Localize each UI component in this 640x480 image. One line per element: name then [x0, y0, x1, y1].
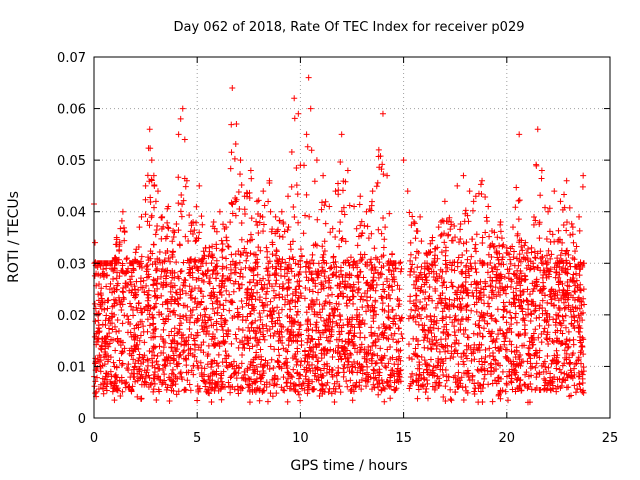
y-tick-label: 0.02 — [57, 309, 86, 324]
y-tick-label: 0 — [78, 412, 86, 427]
y-tick-label: 0.04 — [57, 206, 86, 221]
chart-title: Day 062 of 2018, Rate Of TEC Index for r… — [174, 20, 525, 35]
x-tick-label: 15 — [395, 431, 412, 446]
roti-noise-markers — [91, 115, 588, 406]
y-axis-label: ROTI / TECUs — [6, 191, 22, 283]
y-tick-label: 0.07 — [57, 51, 86, 66]
y-tick-label: 0.06 — [57, 103, 86, 118]
ticks-layer: 0 5 10 15 20 25 0 0.01 0.02 0.03 0.04 0.05 0.06 0.07 — [57, 51, 618, 446]
x-tick-label: 20 — [499, 431, 516, 446]
x-tick-label: 5 — [193, 431, 201, 446]
y-tick-label: 0.01 — [57, 360, 86, 375]
points-layer — [91, 74, 588, 406]
x-tick-label: 0 — [90, 431, 98, 446]
x-tick-label: 10 — [292, 431, 309, 446]
y-tick-label: 0.05 — [57, 154, 86, 169]
x-axis-label: GPS time / hours — [290, 458, 407, 474]
plot-frame — [93, 56, 611, 419]
x-tick-label: 25 — [602, 431, 619, 446]
y-tick-label: 0.03 — [57, 257, 86, 272]
